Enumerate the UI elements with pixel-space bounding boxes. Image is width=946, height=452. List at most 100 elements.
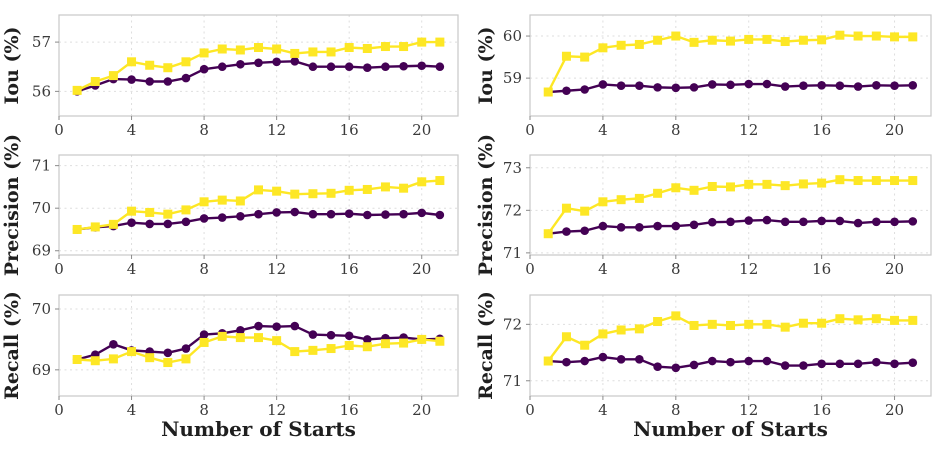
x-tick-label: 8 bbox=[671, 260, 681, 278]
square-marker bbox=[145, 60, 155, 70]
circle-marker bbox=[580, 356, 589, 366]
circle-marker bbox=[780, 82, 790, 91]
square-marker bbox=[181, 205, 191, 215]
square-marker bbox=[272, 336, 282, 346]
square-marker bbox=[399, 183, 409, 193]
circle-marker bbox=[344, 62, 354, 72]
square-marker bbox=[181, 57, 191, 67]
square-marker bbox=[817, 35, 827, 45]
square-marker bbox=[744, 179, 754, 189]
square-marker bbox=[580, 340, 590, 350]
square-marker bbox=[835, 30, 845, 40]
square-marker bbox=[217, 331, 227, 341]
circle-marker bbox=[817, 359, 826, 369]
circle-marker bbox=[344, 331, 354, 341]
circle-marker bbox=[363, 63, 372, 73]
square-marker bbox=[308, 189, 318, 199]
x-tick-label: 0 bbox=[54, 121, 64, 139]
square-marker bbox=[163, 63, 173, 73]
circle-marker bbox=[689, 360, 699, 370]
square-marker bbox=[817, 178, 827, 188]
circle-marker bbox=[853, 218, 863, 228]
circle-marker bbox=[598, 80, 608, 89]
circle-marker bbox=[853, 359, 863, 369]
square-marker bbox=[163, 209, 173, 219]
square-marker bbox=[798, 35, 808, 45]
circle-marker bbox=[908, 80, 918, 90]
circle-marker bbox=[344, 209, 354, 219]
plot-spines bbox=[529, 14, 932, 117]
circle-marker bbox=[635, 223, 644, 232]
x-tick-label: 8 bbox=[199, 401, 209, 419]
square-marker bbox=[890, 315, 900, 325]
x-tick-label: 4 bbox=[598, 401, 608, 419]
circle-marker bbox=[145, 219, 154, 229]
plot-spines bbox=[58, 154, 459, 256]
square-marker bbox=[417, 177, 427, 187]
y-tick-label: 69 bbox=[32, 242, 51, 260]
plot-spines bbox=[58, 14, 459, 117]
square-marker bbox=[580, 52, 590, 62]
x-tick-label: 4 bbox=[127, 401, 137, 419]
square-marker bbox=[598, 43, 608, 53]
plot-area bbox=[530, 155, 931, 255]
circle-marker bbox=[671, 83, 681, 93]
circle-marker bbox=[580, 85, 589, 94]
square-marker bbox=[290, 347, 300, 357]
x-tick-label: 20 bbox=[412, 260, 431, 278]
square-marker bbox=[726, 182, 735, 192]
square-marker bbox=[380, 339, 390, 349]
square-marker bbox=[634, 324, 644, 334]
circle-marker bbox=[199, 330, 209, 339]
square-marker bbox=[598, 329, 608, 339]
x-tick-label: 0 bbox=[54, 260, 64, 278]
circle-marker bbox=[890, 359, 899, 369]
square-marker bbox=[707, 319, 717, 329]
x-tick-label: 20 bbox=[412, 401, 431, 419]
circle-marker bbox=[435, 62, 445, 72]
circle-marker bbox=[145, 77, 154, 86]
series-dark-purple-circles bbox=[72, 207, 445, 234]
x-tick-label: 4 bbox=[127, 260, 137, 278]
y-tick-label: 72 bbox=[503, 315, 522, 333]
plot-area bbox=[530, 15, 931, 116]
circle-marker bbox=[580, 226, 589, 236]
circle-marker bbox=[780, 217, 790, 227]
square-marker bbox=[561, 203, 571, 213]
y-axis-label: Precision (%) bbox=[1, 134, 23, 276]
x-tick-label: 12 bbox=[267, 121, 286, 139]
circle-marker bbox=[363, 210, 372, 220]
y-tick-label: 73 bbox=[503, 159, 522, 177]
circle-marker bbox=[399, 61, 408, 71]
square-marker bbox=[90, 356, 100, 366]
x-tick-label: 12 bbox=[739, 121, 758, 139]
subplot-recall-right: 0 4 8 12 16 20 71 72 Recall (%) Number of Starts bbox=[475, 291, 932, 441]
y-tick-label: 70 bbox=[32, 300, 51, 318]
x-tick-label: 16 bbox=[340, 401, 359, 419]
series-yellow-squares bbox=[72, 331, 445, 368]
y-axis-label: Iou (%) bbox=[1, 26, 23, 104]
square-marker bbox=[561, 51, 571, 61]
circle-marker bbox=[598, 221, 608, 231]
subplot-precision-right: 0 4 8 12 16 20 71 72 73 Precision (%) bbox=[475, 134, 932, 278]
y-axis-label: Iou (%) bbox=[475, 26, 497, 104]
square-marker bbox=[653, 317, 663, 327]
square-marker bbox=[689, 37, 699, 47]
circle-marker bbox=[399, 209, 408, 219]
square-marker bbox=[362, 184, 372, 194]
y-axis-label: Precision (%) bbox=[475, 134, 497, 276]
x-tick-label: 12 bbox=[267, 401, 286, 419]
square-marker bbox=[853, 315, 863, 325]
x-tick-label: 4 bbox=[598, 260, 608, 278]
square-marker bbox=[254, 185, 263, 195]
square-marker bbox=[399, 42, 409, 52]
x-tick-label: 0 bbox=[525, 260, 535, 278]
square-marker bbox=[417, 334, 427, 344]
circle-marker bbox=[181, 73, 191, 83]
square-marker bbox=[108, 71, 118, 81]
square-marker bbox=[326, 47, 336, 57]
x-axis-label: Number of Starts bbox=[161, 417, 356, 441]
square-marker bbox=[853, 31, 863, 41]
circle-marker bbox=[726, 357, 735, 367]
